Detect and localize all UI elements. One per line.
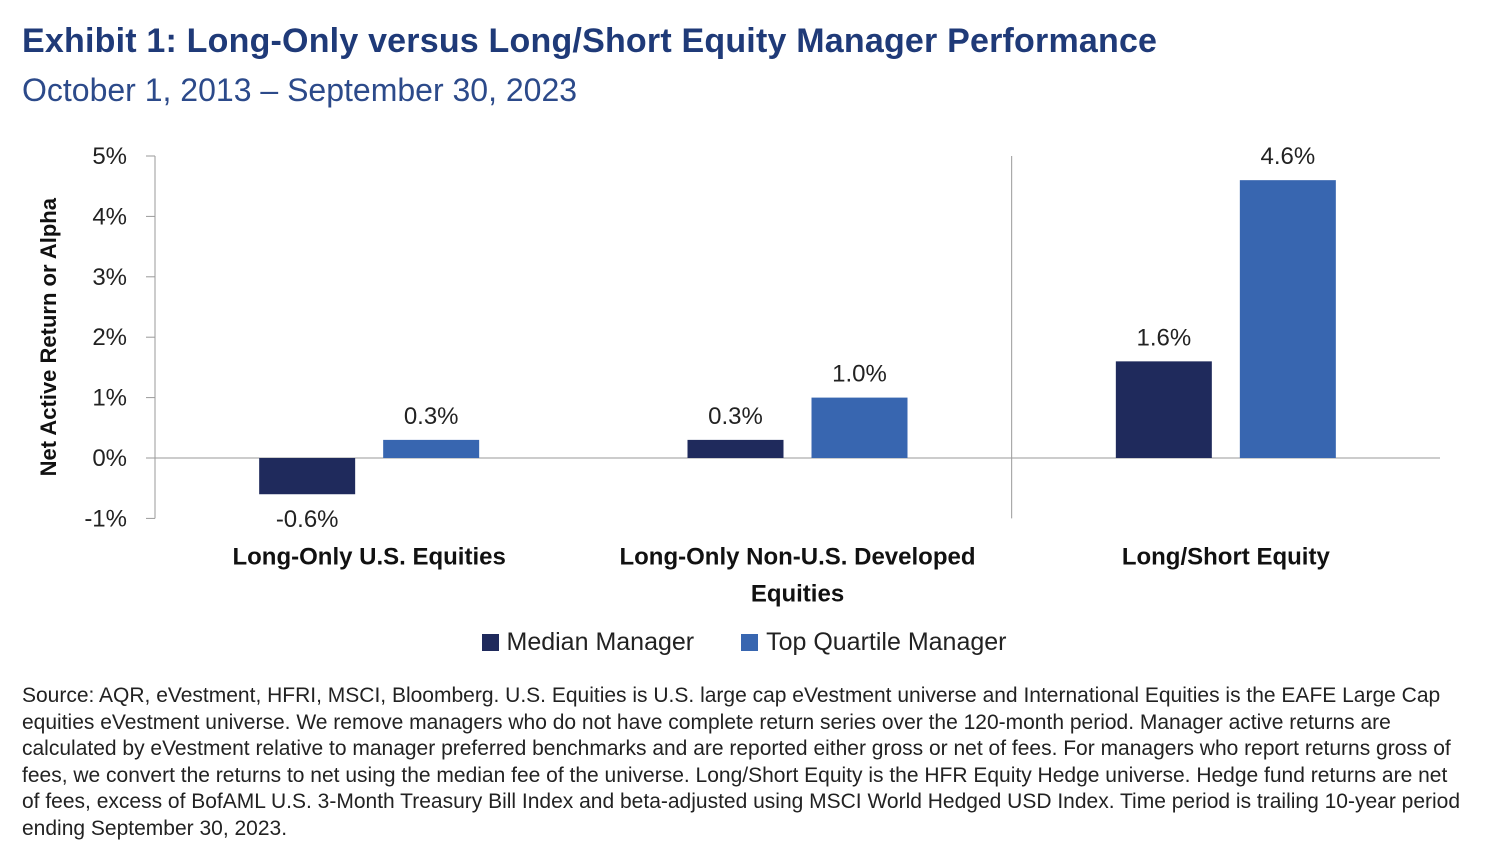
x-category-label: Equities bbox=[751, 580, 844, 607]
data-label: -0.6% bbox=[276, 506, 339, 533]
bar-top-quartile bbox=[811, 397, 908, 458]
x-category-label: Long/Short Equity bbox=[1122, 543, 1331, 570]
y-tick-label: -1% bbox=[84, 505, 127, 532]
y-tick-label: 4% bbox=[92, 203, 127, 230]
data-label: 1.0% bbox=[832, 361, 887, 388]
bar-median bbox=[1115, 361, 1212, 458]
chart-title: Exhibit 1: Long-Only versus Long/Short E… bbox=[22, 22, 1158, 60]
y-tick-label: 3% bbox=[92, 264, 127, 291]
legend-swatch-median bbox=[481, 634, 499, 651]
legend: Median Manager Top Quartile Manager bbox=[0, 628, 1488, 658]
data-label: 0.3% bbox=[708, 403, 763, 430]
x-category-label: Long-Only Non-U.S. Developed bbox=[619, 543, 975, 570]
y-tick-label: 1% bbox=[92, 385, 127, 412]
bar-top-quartile bbox=[1239, 180, 1336, 458]
y-tick-label: 2% bbox=[92, 324, 127, 351]
bar-chart: 5% 4% 3% 2% 1% 0% -1% Net Active Return or Alph… bbox=[36, 143, 1440, 607]
y-axis-title: Net Active Return or Alpha bbox=[36, 197, 61, 476]
chart-subtitle: October 1, 2013 – September 30, 2023 bbox=[22, 72, 578, 108]
bar-median bbox=[687, 439, 784, 458]
legend-item-top-quartile: Top Quartile Manager bbox=[741, 628, 1006, 657]
y-tick-label: 5% bbox=[92, 143, 127, 170]
bar-median bbox=[259, 458, 356, 495]
data-label: 4.6% bbox=[1260, 143, 1315, 170]
source-note: Source: AQR, eVestment, HFRI, MSCI, Bloo… bbox=[22, 684, 1461, 840]
data-label: 0.3% bbox=[404, 403, 459, 430]
x-category-label: Long-Only U.S. Equities bbox=[232, 543, 505, 570]
data-label: 1.6% bbox=[1136, 324, 1191, 351]
legend-label-top-quartile: Top Quartile Manager bbox=[766, 628, 1007, 656]
legend-item-median: Median Manager bbox=[481, 628, 695, 657]
legend-swatch-top-quartile bbox=[741, 634, 759, 651]
bar-top-quartile bbox=[383, 439, 480, 458]
y-tick-label: 0% bbox=[92, 445, 127, 472]
legend-label-median: Median Manager bbox=[506, 628, 695, 656]
